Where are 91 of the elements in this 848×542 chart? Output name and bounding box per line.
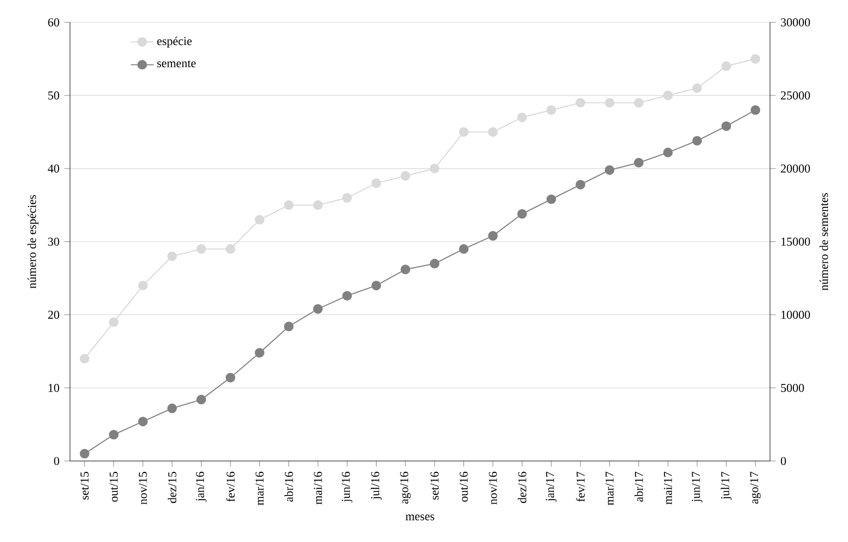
y2-tick-label: 5000	[781, 384, 804, 392]
point	[546, 194, 556, 204]
point	[342, 192, 352, 203]
x-tick-label: ago/17	[750, 472, 761, 504]
y-tick-label: 10	[48, 384, 60, 392]
point	[284, 200, 294, 210]
point	[663, 148, 673, 158]
point	[634, 158, 644, 168]
point	[488, 231, 498, 241]
point	[430, 258, 440, 268]
y2-tick-label: 15000	[781, 238, 810, 246]
y2-tick-label: 20000	[780, 164, 810, 173]
point	[80, 448, 90, 458]
point	[371, 280, 382, 290]
x-tick-label: mai/17	[664, 472, 672, 504]
point	[108, 430, 119, 440]
x-tick-label: jul/17	[720, 472, 732, 500]
point	[196, 394, 206, 404]
point	[692, 83, 702, 93]
point	[313, 304, 323, 314]
x-tick-label: set/16	[430, 472, 439, 500]
point	[167, 404, 177, 414]
point	[371, 178, 382, 188]
x-tick-label: out/16	[460, 472, 468, 502]
x-tick-label: abr/17	[634, 472, 643, 502]
point	[604, 165, 614, 175]
point	[750, 54, 760, 64]
point	[342, 290, 352, 301]
x-tick-label: nov/15	[138, 472, 147, 504]
point	[196, 244, 206, 254]
y-tick-label: 50	[48, 91, 60, 100]
point	[488, 127, 498, 137]
point	[604, 98, 614, 108]
y2-tick-label: 25000	[780, 91, 810, 100]
y2-tick-label: 0	[780, 456, 786, 466]
y-axis-title: número de espécies	[28, 195, 38, 288]
legend-label: semente	[157, 60, 196, 68]
point	[254, 214, 264, 225]
x-tick-label: mar/16	[256, 472, 264, 506]
y-tick-label: 40	[48, 164, 60, 173]
point	[721, 61, 732, 71]
point	[576, 98, 586, 108]
point	[138, 416, 148, 426]
point	[284, 322, 294, 332]
point	[634, 98, 644, 108]
x-tick-label: jun/17	[692, 472, 702, 502]
x-tick-label: fev/17	[576, 472, 585, 502]
y-tick-label: 0	[54, 456, 60, 466]
x-tick-label: ago/16	[400, 472, 411, 504]
point	[576, 180, 586, 190]
x-tick-label: out/15	[110, 472, 118, 502]
point	[750, 105, 760, 115]
y-tick-label: 60	[48, 18, 60, 26]
point	[167, 251, 177, 262]
point	[400, 171, 410, 181]
point	[692, 136, 702, 146]
point	[517, 209, 527, 219]
y-tick-label: 20	[48, 310, 60, 319]
x-tick-label: abr/16	[284, 472, 293, 502]
point	[430, 164, 440, 174]
x-tick-label: mar/17	[606, 472, 614, 506]
point	[546, 105, 556, 115]
point	[458, 127, 469, 137]
y-tick-label: 30	[48, 238, 60, 246]
point	[663, 90, 673, 100]
y2-tick-label: 10000	[781, 310, 810, 319]
point	[138, 280, 148, 290]
x-tick-label: mai/16	[314, 472, 322, 504]
point	[254, 348, 264, 358]
x-axis-title: meses	[406, 514, 434, 520]
x-tick-label: dez/15	[168, 472, 176, 503]
x-tick-label: jan/17	[546, 472, 557, 502]
point	[400, 264, 410, 274]
x-tick-label: nov/16	[488, 472, 497, 504]
point	[226, 372, 236, 382]
point	[108, 317, 119, 327]
legend-label: espécie	[157, 36, 192, 48]
y2-axis-title: número de sementes	[820, 193, 828, 290]
x-tick-label: jan/16	[196, 472, 206, 502]
point	[721, 121, 732, 131]
point	[226, 244, 236, 254]
y2-tick-label: 30000	[780, 18, 810, 26]
point	[80, 354, 90, 364]
x-tick-label: jun/16	[342, 472, 352, 502]
x-tick-label: dez/16	[518, 472, 526, 503]
point	[313, 200, 323, 210]
x-tick-label: jul/16	[370, 472, 382, 500]
point	[458, 244, 469, 254]
point	[517, 112, 527, 122]
x-tick-label: fev/16	[226, 472, 235, 502]
x-tick-label: set/15	[80, 472, 89, 500]
